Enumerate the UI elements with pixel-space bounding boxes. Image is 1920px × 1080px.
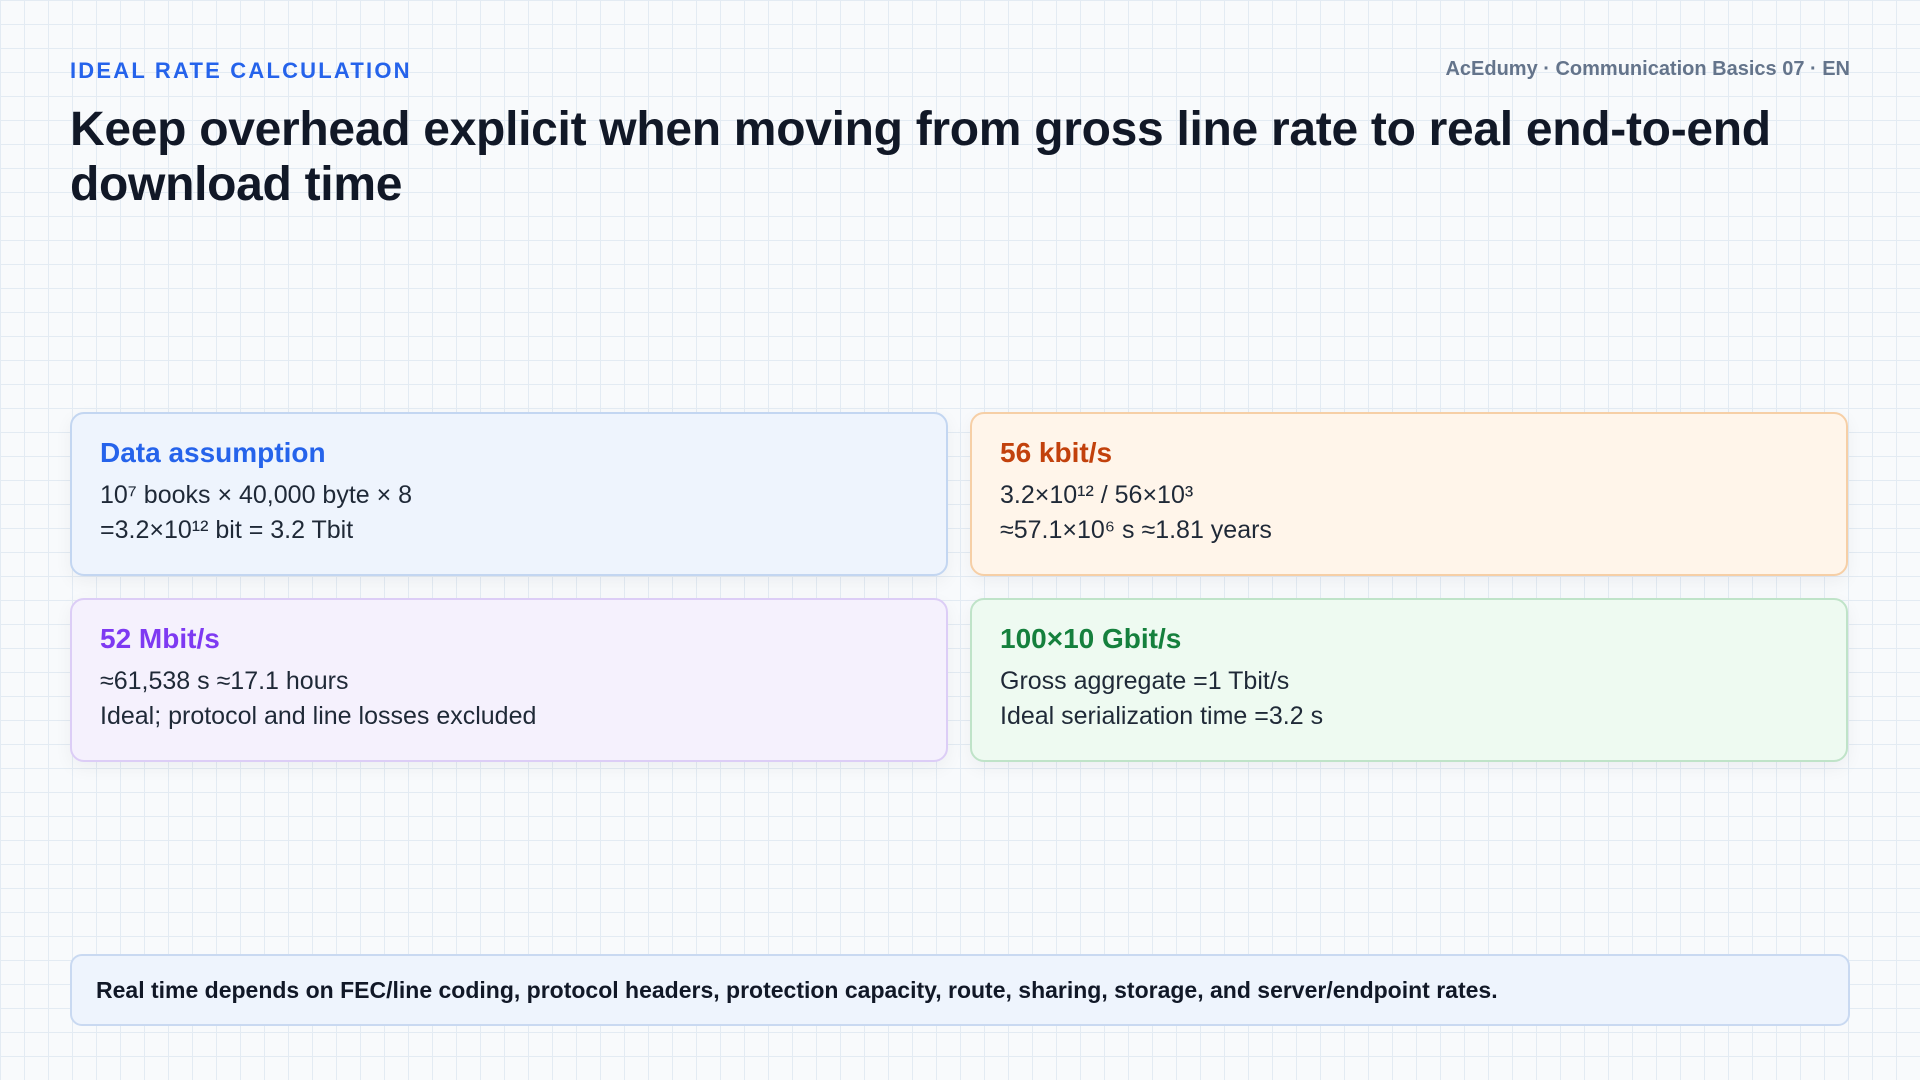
footer-note: Real time depends on FEC/line coding, pr… (70, 954, 1850, 1026)
card-title: Data assumption (100, 437, 326, 468)
card-title: 100×10 Gbit/s (1000, 623, 1182, 654)
card-line: ≈57.1×10⁶ s ≈1.81 years (1000, 516, 1272, 544)
card-title: 52 Mbit/s (100, 623, 220, 654)
card-line: Ideal serialization time =3.2 s (1000, 702, 1324, 730)
card-line: 3.2×10¹² / 56×10³ (1000, 481, 1194, 509)
section-eyebrow: IDEAL RATE CALCULATION (70, 58, 412, 83)
card-100x10-gbit: 100×10 Gbit/s Gross aggregate =1 Tbit/s … (970, 598, 1848, 762)
card-data-assumption: Data assumption 10⁷ books × 40,000 byte … (70, 412, 948, 576)
course-meta: AcEdumy · Communication Basics 07 · EN (1445, 58, 1850, 80)
card-title: 56 kbit/s (1000, 437, 1113, 468)
page-title: Keep overhead explicit when moving from … (70, 103, 1771, 211)
card-line: Ideal; protocol and line losses excluded (100, 702, 537, 730)
card-line: =3.2×10¹² bit = 3.2 Tbit (100, 516, 354, 544)
card-line: 10⁷ books × 40,000 byte × 8 (100, 481, 413, 509)
card-line: ≈61,538 s ≈17.1 hours (100, 667, 349, 695)
card-56-kbit: 56 kbit/s 3.2×10¹² / 56×10³ ≈57.1×10⁶ s … (970, 412, 1848, 576)
card-line: Gross aggregate =1 Tbit/s (1000, 667, 1290, 695)
card-52-mbit: 52 Mbit/s ≈61,538 s ≈17.1 hours Ideal; p… (70, 598, 948, 762)
